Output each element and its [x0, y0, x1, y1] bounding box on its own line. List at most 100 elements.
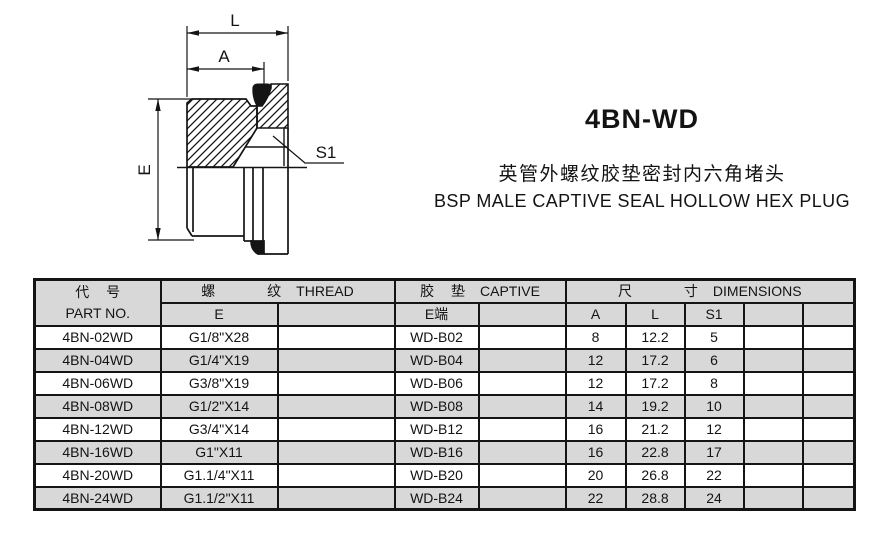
cell-part-no: 4BN-06WD: [33, 370, 162, 396]
cell-dim-l: 17.2: [624, 370, 686, 396]
dim-label-L: L: [230, 11, 239, 30]
header-thread-en: THREAD: [296, 283, 354, 300]
header-row-subs: E E端 A L S1: [35, 301, 856, 327]
cell-thread-e: G3/8"X19: [159, 370, 279, 396]
cell-extra-1: [742, 416, 804, 442]
table-row: 4BN-16WD G1"X11 WD-B16 16 22.8 17: [33, 439, 856, 465]
cell-dim-s1: 17: [683, 439, 745, 465]
subtitle-chinese: 英管外螺纹胶垫密封内六角堵头: [498, 164, 786, 185]
cell-thread-extra: [276, 324, 396, 350]
cell-extra-2: [801, 370, 856, 396]
table-row: 4BN-04WD G1/4"X19 WD-B04 12 17.2 6: [33, 347, 856, 373]
cell-captive-extra: [477, 485, 567, 511]
cell-captive-e: WD-B20: [393, 462, 480, 488]
cell-extra-2: [801, 324, 856, 350]
cell-dim-s1: 8: [683, 370, 745, 396]
cell-dim-s1: 5: [683, 324, 745, 350]
table-row: 4BN-08WD G1/2"X14 WD-B08 14 19.2 10: [33, 393, 856, 419]
cell-captive-extra: [477, 324, 567, 350]
cell-dim-l: 17.2: [624, 347, 686, 373]
header-part-no: 代 号 PART NO.: [33, 278, 162, 327]
cell-extra-1: [742, 439, 804, 465]
header-thread: 螺 纹 THREAD: [159, 278, 396, 304]
cell-dim-s1: 10: [683, 393, 745, 419]
cell-dim-a: 16: [564, 416, 627, 442]
cell-dim-l: 26.8: [624, 462, 686, 488]
header-row-groups: 代 号 PART NO. 螺 纹 THREAD 胶 垫 CAPTIVE: [33, 278, 856, 327]
header-part-no-en: PART NO.: [65, 304, 131, 321]
cell-dim-s1: 6: [683, 347, 745, 373]
header-thread-zh: 螺 纹: [201, 283, 282, 300]
cell-extra-1: [742, 324, 804, 350]
header-captive: 胶 垫 CAPTIVE: [393, 278, 567, 304]
subtitle-english: BSP MALE CAPTIVE SEAL HOLLOW HEX PLUG: [434, 191, 850, 211]
captive-seal: [252, 83, 271, 107]
cell-part-no: 4BN-20WD: [33, 462, 162, 488]
cell-extra-2: [801, 393, 856, 419]
cell-dim-l: 22.8: [624, 439, 686, 465]
cell-captive-extra: [477, 347, 567, 373]
cell-extra-1: [742, 485, 804, 511]
cell-extra-2: [801, 462, 856, 488]
dim-label-E: E: [135, 164, 154, 175]
cell-captive-extra: [477, 439, 567, 465]
cell-extra-1: [742, 462, 804, 488]
cell-part-no: 4BN-08WD: [33, 393, 162, 419]
subheader-thread-e: E: [159, 301, 279, 327]
dimension-A: A: [187, 47, 265, 84]
cell-captive-extra: [477, 393, 567, 419]
dimension-E: E: [135, 98, 194, 241]
cell-part-no: 4BN-04WD: [33, 347, 162, 373]
cell-extra-2: [801, 439, 856, 465]
cell-dim-s1: 24: [683, 485, 745, 511]
spec-table: 代 号 PART NO. 螺 纹 THREAD 胶 垫 CAPTIVE: [33, 278, 857, 511]
subheader-thread-extra: [276, 301, 396, 327]
table-row: 4BN-06WD G3/8"X19 WD-B06 12 17.2 8: [33, 370, 856, 396]
subheader-dim-s1: S1: [683, 301, 745, 327]
seal-side-view: [250, 240, 265, 255]
cell-part-no: 4BN-02WD: [33, 324, 162, 350]
technical-drawing: L A E S1: [135, 11, 344, 255]
cell-captive-e: WD-B02: [393, 324, 480, 350]
subheader-captive-e: E端: [393, 301, 480, 327]
table-row: 4BN-24WD G1.1/2"X11 WD-B24 22 28.8 24: [33, 485, 856, 511]
plug-cross-section: [186, 83, 289, 168]
cell-thread-e: G1.1/2"X11: [159, 485, 279, 511]
cell-dim-a: 8: [564, 324, 627, 350]
cell-captive-e: WD-B08: [393, 393, 480, 419]
header-captive-en: CAPTIVE: [480, 283, 540, 300]
dim-label-S1: S1: [316, 143, 337, 162]
header-dimensions-zh: 尺 寸: [618, 283, 698, 300]
cell-extra-2: [801, 347, 856, 373]
cell-dim-l: 28.8: [624, 485, 686, 511]
cell-extra-1: [742, 393, 804, 419]
cell-thread-e: G1/2"X14: [159, 393, 279, 419]
cell-dim-a: 22: [564, 485, 627, 511]
title-block: 4BN-WD 英管外螺纹胶垫密封内六角堵头 BSP MALE CAPTIVE S…: [430, 104, 854, 212]
table-row: 4BN-02WD G1/8"X28 WD-B02 8 12.2 5: [33, 324, 856, 350]
cell-thread-e: G3/4"X14: [159, 416, 279, 442]
cell-extra-2: [801, 416, 856, 442]
header-captive-zh: 胶 垫: [420, 283, 466, 300]
leader-S1: S1: [272, 135, 344, 164]
cell-thread-extra: [276, 370, 396, 396]
cell-thread-extra: [276, 439, 396, 465]
cell-extra-2: [801, 485, 856, 511]
cell-captive-extra: [477, 370, 567, 396]
cell-extra-1: [742, 347, 804, 373]
header-dimensions-en: DIMENSIONS: [712, 283, 802, 300]
subheader-captive-extra: [477, 301, 567, 327]
subheader-extra-2: [801, 301, 856, 327]
cell-dim-a: 20: [564, 462, 627, 488]
header-part-no-zh: 代 号: [75, 284, 121, 301]
cell-dim-l: 12.2: [624, 324, 686, 350]
cell-dim-l: 21.2: [624, 416, 686, 442]
cell-captive-extra: [477, 462, 567, 488]
cell-dim-s1: 12: [683, 416, 745, 442]
cell-thread-extra: [276, 485, 396, 511]
cell-thread-e: G1"X11: [159, 439, 279, 465]
cell-dim-a: 14: [564, 393, 627, 419]
cell-thread-extra: [276, 393, 396, 419]
cell-thread-extra: [276, 416, 396, 442]
cell-dim-s1: 22: [683, 462, 745, 488]
